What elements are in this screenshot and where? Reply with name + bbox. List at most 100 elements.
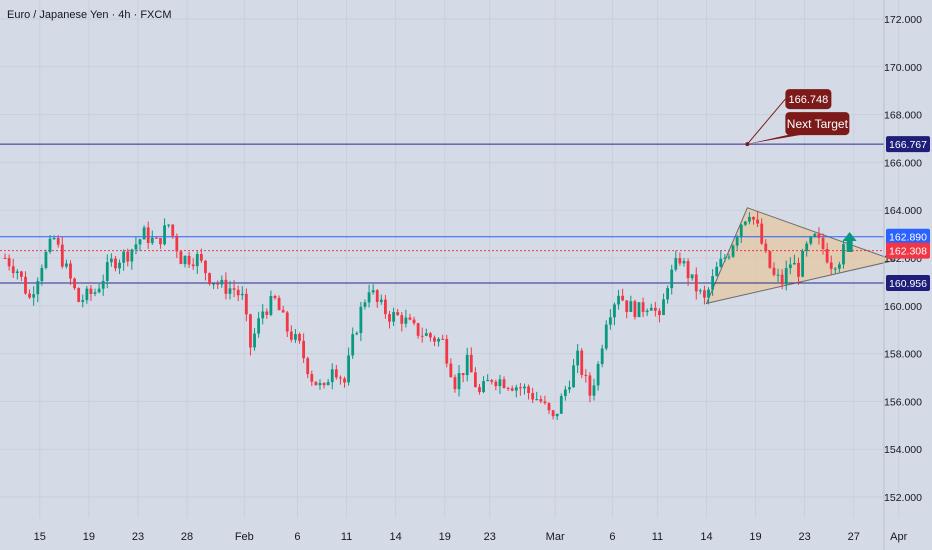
candle [73,277,76,290]
candle [514,384,518,398]
candle [154,236,158,239]
candle [416,322,420,339]
candle [302,333,306,363]
candle-body [621,295,625,301]
candle-body [249,314,252,348]
candle [56,235,60,248]
candle-body [703,290,706,298]
candle [490,379,494,385]
candle [784,260,788,291]
candle [461,373,465,383]
candle-body [784,268,788,285]
candle-body [269,296,273,315]
candle [523,383,526,395]
candle [674,250,678,272]
candle [3,253,7,260]
up-arrow-icon [842,232,857,253]
candle [412,316,416,326]
candle-body [539,399,543,402]
candle [273,294,277,300]
candle [384,295,387,319]
candle [551,409,555,420]
candle [191,258,195,270]
candle-body [273,296,277,299]
x-tick-label: Mar [546,531,565,543]
candle-body [502,379,506,388]
candle-body [159,238,162,245]
candle [649,303,653,311]
candle [502,376,506,389]
candle-body [69,263,72,279]
candle [224,272,228,300]
candle-body [97,288,101,293]
candle-body [130,249,134,262]
candle-body [142,227,146,240]
candle [52,235,56,241]
candle-body [199,254,203,261]
candle [60,236,64,269]
candle-body [641,302,645,312]
candle [146,221,150,249]
candle-body [838,264,841,269]
candle-body [392,312,395,322]
candle-body [404,317,408,324]
candle [527,384,530,400]
candle-body [686,260,690,279]
candle-body [653,307,657,311]
candle-body [175,235,179,252]
candles [3,211,845,420]
candle [429,331,432,342]
candle [486,374,490,382]
candle-body [330,369,334,383]
next-target-level-tag [886,136,930,153]
candle [653,301,657,317]
candle-body [424,333,428,336]
candle-body [727,256,731,258]
x-tick-label: 19 [749,531,761,543]
candle [457,365,461,397]
candle [277,295,281,311]
x-tick-label: 23 [799,531,811,543]
candle-body [101,280,105,289]
candle-body [780,274,784,285]
candle-body [93,292,97,294]
candle [281,305,285,313]
candle-body [506,387,510,389]
candle-body [371,290,375,293]
candle-body [576,350,580,366]
candle-body [707,289,710,298]
candle [563,385,567,401]
candle [715,261,719,277]
candle-body [44,251,48,268]
target-price-label: 166.748 [788,94,828,106]
candle [698,288,702,295]
candle [829,255,833,275]
candle-body [776,274,780,276]
candle-body [801,251,804,277]
chart-title: Euro / Japanese Yen · 4h · FXCM [7,9,172,21]
candle-body [580,350,584,375]
candle [322,382,326,389]
candle [559,393,563,415]
y-tick-label: 156.000 [884,396,922,408]
candle-body [253,333,256,348]
candle [298,332,301,344]
next-target-level-tag-label: 166.767 [889,139,927,151]
candle-body [118,262,121,269]
candle-body [167,224,171,226]
candle [572,358,575,388]
candle-body [322,383,326,386]
candle-body [355,333,359,335]
candle-body [408,317,412,320]
candle-body [150,237,154,244]
candle [269,290,273,317]
candle [719,250,723,268]
candle [506,386,510,391]
candle [633,299,637,320]
candle [625,300,629,319]
candle-body [715,266,719,277]
x-tick-label: Apr [890,531,907,543]
candle [122,249,126,271]
